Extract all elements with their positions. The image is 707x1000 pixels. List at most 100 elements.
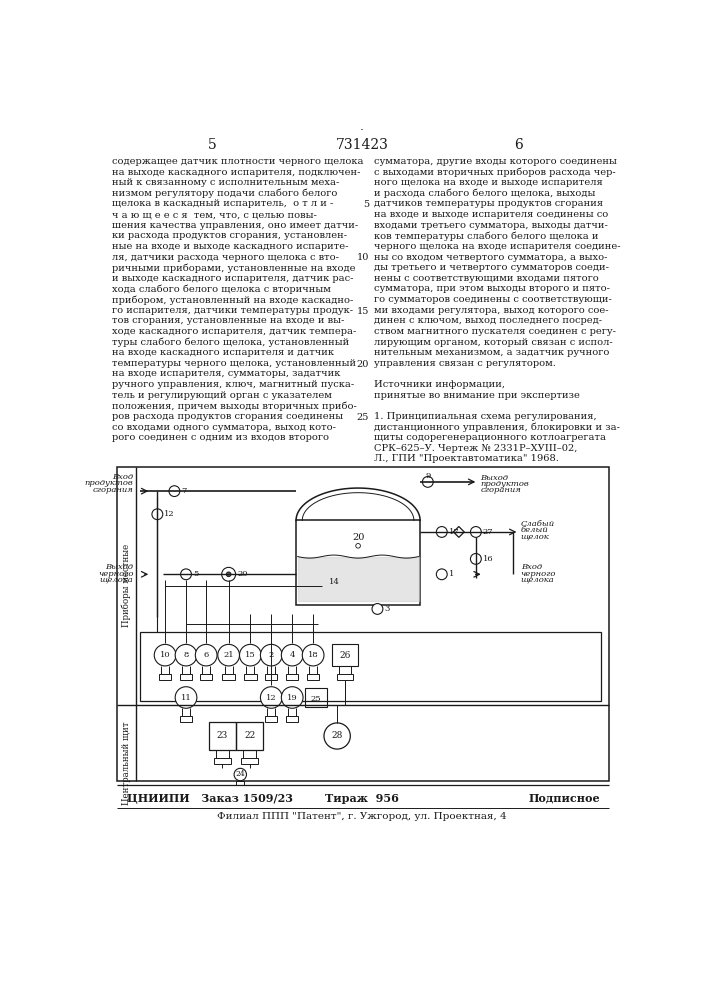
Circle shape [281,644,303,666]
Text: 15: 15 [245,651,256,659]
Circle shape [436,527,448,537]
Text: тов сгорания, установленные на входе и вы-: тов сгорания, установленные на входе и в… [112,316,344,325]
Text: 4: 4 [289,651,295,659]
Text: Тираж  956: Тираж 956 [325,793,399,804]
Text: 11: 11 [181,694,192,702]
Text: ч а ю щ е е с я  тем, что, с целью повы-: ч а ю щ е е с я тем, что, с целью повы- [112,210,317,219]
Text: 25: 25 [311,695,322,703]
Text: ством магнитного пускателя соединен с регу-: ством магнитного пускателя соединен с ре… [373,327,616,336]
Text: Выход: Выход [481,474,508,482]
Text: щелока в каскадный испаритель,  о т л и -: щелока в каскадный испаритель, о т л и - [112,199,333,208]
Text: продуктов: продуктов [481,480,530,488]
Text: Приборы местные: Приборы местные [122,544,131,627]
Text: и выходе каскадного испарителя, датчик рас-: и выходе каскадного испарителя, датчик р… [112,274,353,283]
Text: белый: белый [521,526,549,534]
Text: 20: 20 [352,533,364,542]
Circle shape [152,509,163,520]
Bar [180,716,192,722]
Text: щелок: щелок [521,533,549,541]
Text: 15: 15 [356,307,369,316]
Bar [332,644,358,666]
Bar [209,722,235,750]
Text: 5: 5 [208,138,217,152]
Circle shape [436,569,448,580]
Bar [214,758,231,764]
Text: 1. Принципиальная схема регулирования,: 1. Принципиальная схема регулирования, [373,412,596,421]
Text: го сумматоров соединены с соответствующи-: го сумматоров соединены с соответствующи… [373,295,612,304]
Text: ного щелока на входе и выходе испарителя: ного щелока на входе и выходе испарителя [373,178,602,187]
Bar [286,674,298,680]
Text: рого соединен с одним из входов второго: рого соединен с одним из входов второго [112,433,329,442]
Circle shape [356,544,361,548]
Text: Вход: Вход [112,473,134,481]
Text: щиты содорегенерационного котлоагрегата: щиты содорегенерационного котлоагрегата [373,433,606,442]
Text: 19: 19 [287,694,298,702]
Text: СРК–625–У. Чертеж № 2331Р–ХУIII–02,: СРК–625–У. Чертеж № 2331Р–ХУIII–02, [373,444,577,453]
Text: 14: 14 [329,578,340,586]
Text: ·: · [360,124,364,137]
Text: содержащее датчик плотности черного щелока: содержащее датчик плотности черного щело… [112,157,363,166]
Text: с выходами вторичных приборов расхода чер-: с выходами вторичных приборов расхода че… [373,168,615,177]
Text: 9: 9 [425,472,431,480]
Circle shape [260,687,282,708]
Text: динен с ключом, выход последнего посред-: динен с ключом, выход последнего посред- [373,316,602,325]
Text: Филиал ППП "Патент", г. Ужгород, ул. Проектная, 4: Филиал ППП "Патент", г. Ужгород, ул. Про… [217,812,507,821]
Text: ЦНИИПИ   Заказ 1509/23: ЦНИИПИ Заказ 1509/23 [127,793,293,804]
Text: ля, датчики расхода черного щелока с вто-: ля, датчики расхода черного щелока с вто… [112,253,339,262]
Circle shape [226,572,231,577]
Circle shape [195,644,217,666]
Circle shape [154,644,176,666]
Text: на входе каскадного испарителя и датчик: на входе каскадного испарителя и датчик [112,348,334,357]
Circle shape [175,687,197,708]
Text: 16: 16 [483,555,493,563]
Bar [236,781,244,785]
Text: 6: 6 [514,138,523,152]
Text: черного: черного [98,570,134,578]
Text: 5: 5 [193,570,199,578]
Text: ручного управления, ключ, магнитный пуска-: ручного управления, ключ, магнитный пуск… [112,380,354,389]
Text: 2: 2 [269,651,274,659]
Text: на входе и выходе испарителя соединены со: на входе и выходе испарителя соединены с… [373,210,608,219]
Text: 18: 18 [308,651,318,659]
Text: ходе каскадного испарителя, датчик темпера-: ходе каскадного испарителя, датчик темпе… [112,327,356,336]
Bar [307,674,320,680]
Text: хода слабого белого щелока с вторичным: хода слабого белого щелока с вторичным [112,284,330,294]
Bar [296,520,420,605]
Text: ные на входе и выходе каскадного испарите-: ные на входе и выходе каскадного испарит… [112,242,348,251]
Text: на выходе каскадного испарителя, подключен-: на выходе каскадного испарителя, подключ… [112,168,360,177]
Circle shape [175,644,197,666]
Text: щелока: щелока [521,576,554,584]
Text: датчиков температуры продуктов сгорания: датчиков температуры продуктов сгорания [373,199,602,208]
Text: 10: 10 [160,651,170,659]
Text: 26: 26 [339,651,351,660]
Text: на входе испарителя, сумматоры, задатчик: на входе испарителя, сумматоры, задатчик [112,369,340,378]
Text: температуры черного щелока, установленный: температуры черного щелока, установленны… [112,359,356,368]
Bar [337,674,353,680]
Text: щелока: щелока [100,576,134,584]
Text: ричными приборами, установленные на входе: ричными приборами, установленные на вход… [112,263,355,273]
Bar [180,674,192,680]
Text: и расхода слабого белого щелока, выходы: и расхода слабого белого щелока, выходы [373,189,595,198]
Text: Л., ГПИ "Проектавтоматика" 1968.: Л., ГПИ "Проектавтоматика" 1968. [373,454,559,463]
Text: 7: 7 [182,487,187,495]
Text: ми входами регулятора, выход которого сое-: ми входами регулятора, выход которого со… [373,306,608,315]
Text: туры слабого белого щелока, установленный: туры слабого белого щелока, установленны… [112,338,349,347]
Bar [265,716,277,722]
Text: 20: 20 [238,570,248,578]
Text: положения, причем выходы вторичных прибо-: положения, причем выходы вторичных прибо… [112,401,356,411]
Text: го испарителя, датчики температуры продук-: го испарителя, датчики температуры проду… [112,306,353,315]
Text: 6: 6 [204,651,209,659]
Circle shape [234,768,247,781]
Text: сгорания: сгорания [93,486,134,494]
Text: 23: 23 [217,732,228,740]
Text: Центральный щит: Центральный щит [122,721,131,805]
Bar [139,632,602,701]
Circle shape [222,567,235,581]
Bar [244,674,257,680]
Text: 1: 1 [449,570,454,578]
Bar [265,674,277,680]
Text: черного щелока на входе испарителя соедине-: черного щелока на входе испарителя соеди… [373,242,620,251]
Text: 10: 10 [356,253,369,262]
Circle shape [218,644,240,666]
Bar [200,674,212,680]
